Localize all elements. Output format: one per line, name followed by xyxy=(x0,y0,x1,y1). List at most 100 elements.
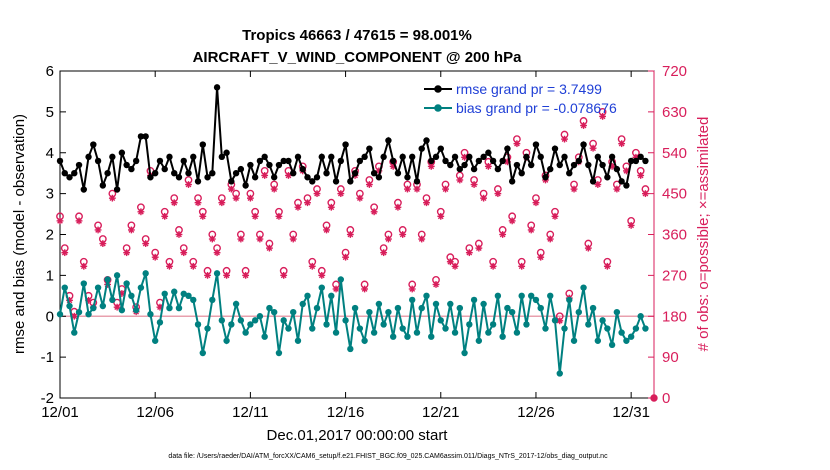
y-tick-label: 6 xyxy=(46,63,54,80)
rmse-point xyxy=(518,169,525,177)
obs-assimilated-marker xyxy=(551,212,559,220)
rmse-point xyxy=(451,153,459,161)
obs-assimilated-marker xyxy=(584,244,592,252)
rmse-point xyxy=(456,165,464,173)
obs-assimilated-marker xyxy=(499,231,507,238)
rmse-point xyxy=(285,157,292,165)
rmse-point xyxy=(361,153,368,161)
bias-point xyxy=(71,329,78,336)
obs-assimilated-marker xyxy=(142,240,150,247)
bias-point xyxy=(323,321,330,328)
bias-point xyxy=(442,325,449,332)
rmse-point xyxy=(404,174,411,181)
rmse-point xyxy=(537,153,544,161)
bias-point xyxy=(351,304,359,312)
rmse-point xyxy=(209,169,216,177)
obs-assimilated-marker xyxy=(370,208,378,216)
rmse-point xyxy=(171,169,178,177)
rmse-point xyxy=(618,178,625,185)
bias-point xyxy=(85,311,92,318)
x-tick-label: 12/31 xyxy=(612,404,650,421)
obs-assimilated-marker xyxy=(404,185,411,193)
bias-point xyxy=(466,321,473,328)
y-tick-labels: -2 -1 0 1 2 3 4 5 6 xyxy=(41,63,54,407)
rmse-point xyxy=(104,169,111,177)
rmse-point xyxy=(627,157,635,165)
y-tick-label: 2 xyxy=(46,227,54,244)
legend: rmse grand pr = 3.7499 bias grand pr = -… xyxy=(424,81,617,116)
bias-point xyxy=(247,321,254,328)
bias-point xyxy=(399,325,406,332)
obs-assimilated-marker xyxy=(489,262,497,270)
bias-point xyxy=(613,308,621,316)
obs-assimilated-marker xyxy=(470,181,478,188)
rmse-point xyxy=(156,157,164,165)
rmse-point xyxy=(342,141,349,148)
rmse-point xyxy=(223,149,230,156)
bias-point xyxy=(118,306,126,314)
bias-point xyxy=(542,325,549,332)
y2-tick-label: 630 xyxy=(662,104,687,121)
rmse-point xyxy=(547,165,554,173)
rmse-point xyxy=(199,141,206,148)
obs-assimilated-marker xyxy=(275,212,283,220)
obs-assimilated-marker xyxy=(294,203,302,211)
obs-assimilated-marker xyxy=(380,249,388,257)
bias-point xyxy=(508,308,516,316)
x-tick-label: 12/01 xyxy=(41,404,79,421)
bias-point xyxy=(90,304,97,312)
obs-assimilated-marker xyxy=(494,190,502,198)
rmse-point xyxy=(561,153,568,161)
rmse-point xyxy=(608,153,616,161)
obs-assimilated-marker xyxy=(108,194,116,202)
obs-assimilated-marker xyxy=(599,113,606,120)
bias-point xyxy=(409,296,416,304)
bias-point xyxy=(342,317,349,324)
bias-point xyxy=(451,329,459,336)
bias-point xyxy=(109,296,116,304)
bias-point xyxy=(623,337,630,344)
legend-rmse-marker xyxy=(434,85,442,93)
obs-assimilated-marker xyxy=(94,226,102,234)
bias-point xyxy=(275,349,283,357)
rmse-point xyxy=(351,169,359,177)
rmse-point xyxy=(261,153,268,161)
obs-assimilated-marker xyxy=(70,312,78,320)
bias-point xyxy=(404,333,411,340)
bias-point xyxy=(528,292,535,300)
bias-point xyxy=(332,329,340,336)
rmse-point xyxy=(109,153,116,161)
rmse-point xyxy=(61,169,68,177)
y-tick-label: 4 xyxy=(46,145,54,162)
bias-point xyxy=(280,317,287,324)
bias-point xyxy=(270,308,278,316)
rmse-point xyxy=(528,161,535,169)
bias-point xyxy=(194,321,202,328)
rmse-point xyxy=(56,157,64,165)
obs-assimilated-marker xyxy=(637,172,645,179)
x-tick-label: 12/21 xyxy=(422,404,460,421)
rmse-point xyxy=(66,174,73,181)
bias-point xyxy=(261,333,268,340)
bias-point xyxy=(389,333,397,340)
y2-tick-label: 360 xyxy=(662,227,687,244)
obs-assimilated-marker xyxy=(465,249,473,257)
rmse-point xyxy=(113,186,121,193)
obs-assimilated-marker xyxy=(461,153,468,161)
rmse-point xyxy=(328,153,335,161)
rmse-point xyxy=(485,149,492,156)
bias-point xyxy=(175,304,183,312)
chart-title: Tropics 46663 / 47615 = 98.001% xyxy=(242,27,472,44)
rmse-point xyxy=(151,169,159,177)
obs-assimilated-marker xyxy=(56,217,64,225)
rmse-point xyxy=(218,153,226,161)
rmse-point xyxy=(132,157,140,165)
obs-assimilated-marker xyxy=(365,181,373,188)
obs-assimilated-marker xyxy=(508,217,516,225)
y-tick-label: 0 xyxy=(46,308,54,325)
bias-point xyxy=(304,292,311,300)
y2-tick-label: 90 xyxy=(662,349,679,366)
rmse-point xyxy=(494,165,502,173)
rmse-point xyxy=(290,169,297,177)
bias-point xyxy=(366,308,373,316)
